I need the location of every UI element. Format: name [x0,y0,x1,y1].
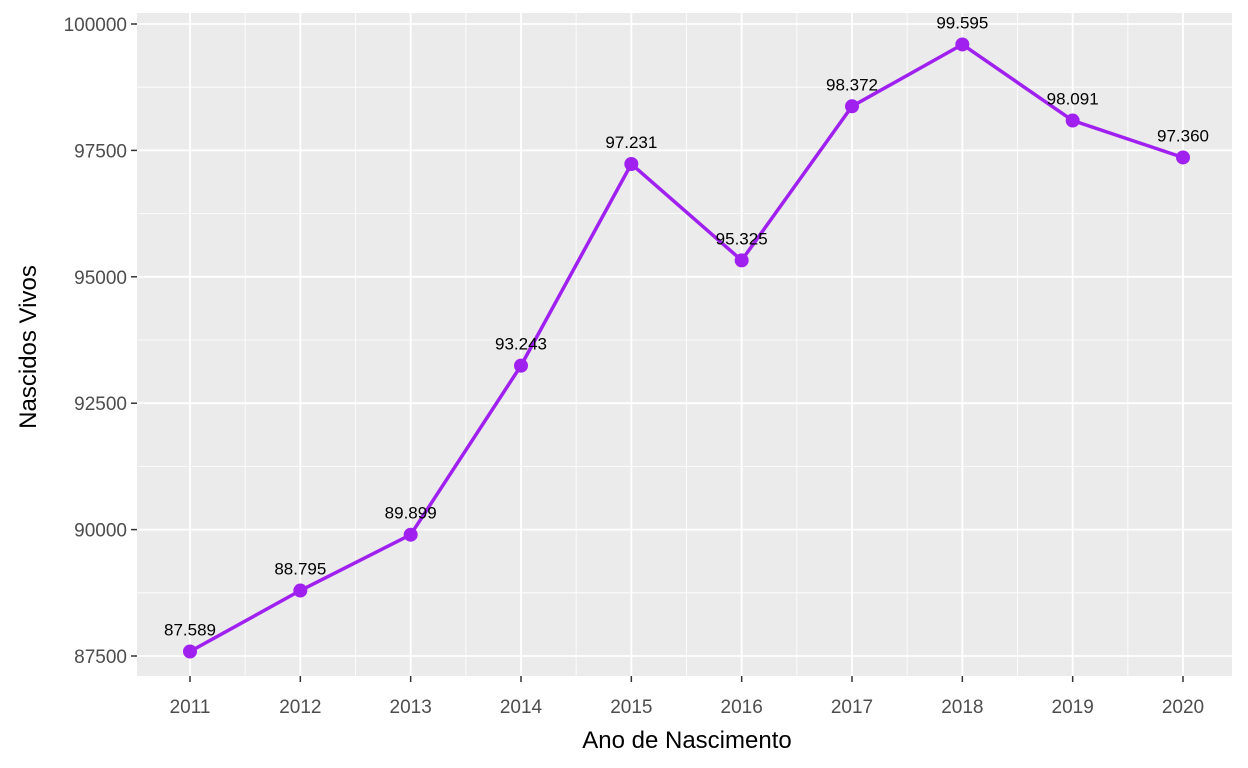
minor-gridlines-y [137,13,1232,676]
y-axis-ticks: 87500 90000 92500 95000 97500 100000 [64,15,137,668]
x-tick-label: 2014 [500,697,543,718]
series-line-segment [298,532,413,593]
series-line [188,42,1185,654]
data-point [955,37,970,52]
y-tick-label: 92500 [74,394,127,415]
x-axis-ticks: 2011 2012 2013 2014 2015 2016 2017 2018 2019 2020 [170,676,1204,718]
data-point [293,583,308,598]
series-line-segment [408,363,523,537]
data-label: 97.360 [1157,126,1209,145]
x-tick-label: 2013 [390,697,432,718]
data-label: 89.899 [385,504,437,523]
data-labels: 87.589 88.795 89.899 93.243 97.231 95.325 98.3… [164,13,1209,639]
data-point [845,99,859,114]
y-tick-label: 100000 [64,15,127,36]
major-gridlines-y [137,23,1232,657]
x-tick-label: 2016 [721,697,763,718]
plot-panel [137,13,1232,676]
x-axis-title: Ano de Nascimento [582,727,791,754]
series-line-segment [1070,118,1185,160]
x-tick-label: 2019 [1052,697,1094,718]
y-tick-label: 95000 [74,268,127,289]
data-label: 87.589 [164,621,216,640]
major-gridlines-x [189,13,1184,676]
y-tick-label: 97500 [74,141,127,162]
data-point [1065,113,1080,128]
data-label: 98.372 [826,75,878,94]
data-label: 99.595 [936,13,988,32]
x-tick-label: 2020 [1162,697,1204,718]
y-axis-title: Nascidos Vivos [15,265,42,429]
x-tick-label: 2017 [831,697,873,718]
series-line-segment [960,42,1075,123]
x-tick-label: 2011 [170,697,211,718]
series-line-segment [519,162,634,368]
x-tick-label: 2015 [610,697,652,718]
series-line-segment [188,588,303,654]
y-tick-label: 87500 [74,647,127,668]
x-tick-label: 2018 [941,697,983,718]
series-line-segment [850,42,965,109]
y-tick-label: 90000 [74,521,127,542]
data-point [1176,150,1190,165]
data-point [514,358,528,373]
data-label: 93.243 [495,335,547,354]
data-label: 95.325 [716,229,768,248]
series-line-segment [629,162,744,263]
series-points [183,37,1190,659]
data-label: 98.091 [1047,90,1099,109]
data-point [403,527,418,542]
series-line-segment [739,104,854,263]
data-point [624,157,639,172]
data-label: 97.231 [605,133,657,152]
data-label: 88.795 [274,560,326,579]
x-tick-label: 2012 [279,697,321,718]
data-point [734,253,749,268]
data-point [183,644,197,659]
